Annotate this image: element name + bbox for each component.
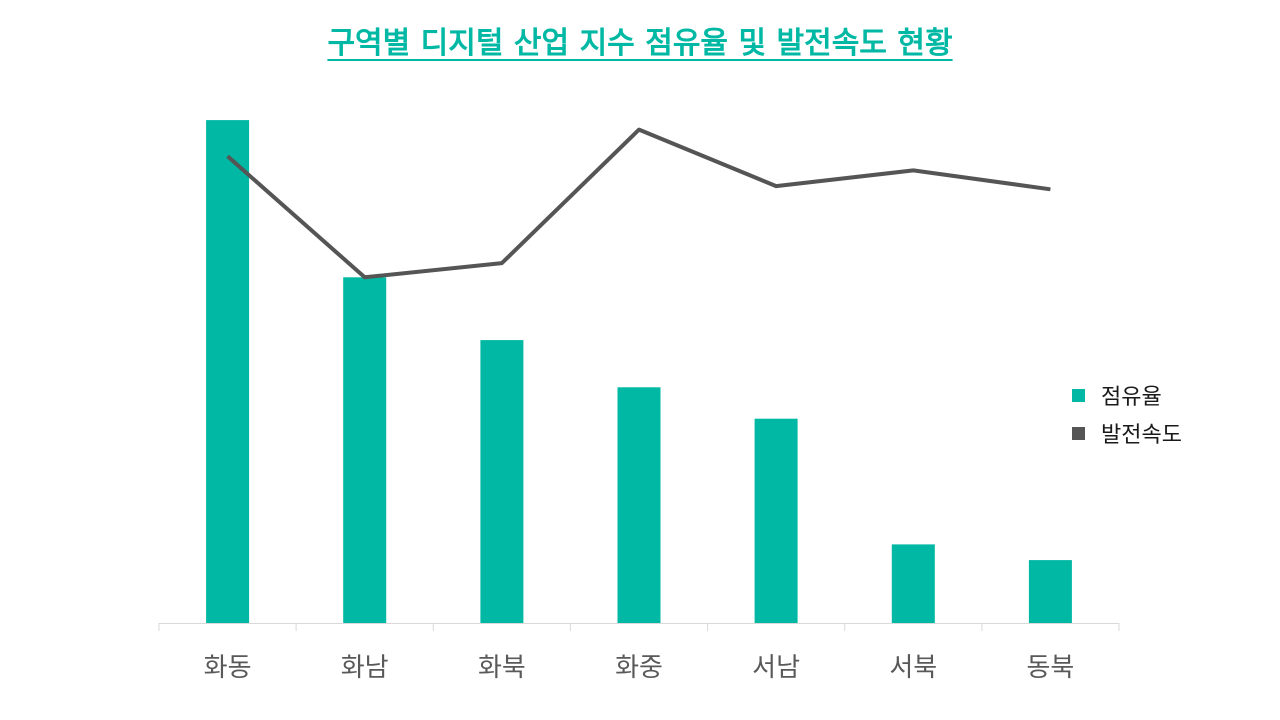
legend-swatch-speed [1072, 426, 1085, 440]
bar-화동 [206, 120, 250, 623]
x-tick-label: 화북 [478, 653, 526, 683]
x-tick-label: 동북 [1026, 653, 1074, 683]
bar-서북 [891, 544, 935, 623]
series-line-speed [226, 127, 1051, 280]
x-tick-label: 화남 [341, 653, 389, 683]
x-tick-label: 화동 [204, 653, 252, 683]
x-axis [158, 623, 1120, 631]
legend: 점유율 발전속도 [1072, 376, 1182, 452]
x-tick-label: 서남 [752, 653, 800, 683]
legend-item-share: 점유율 [1072, 376, 1182, 414]
bar-서남 [754, 418, 798, 623]
legend-label-speed: 발전속도 [1101, 423, 1182, 448]
bar-화남 [343, 277, 387, 623]
x-tick-labels: 화동 화남 화북 화중 서남 서북 동북 [204, 653, 1075, 683]
legend-item-speed: 발전속도 [1072, 414, 1182, 452]
bar-화북 [480, 340, 524, 623]
x-tick-label: 화중 [615, 653, 663, 683]
legend-swatch-share [1072, 388, 1085, 402]
bar-동북 [1028, 560, 1072, 623]
chart-title: 구역별 디지털 산업 지수 점유율 및 발전속도 현황 [327, 26, 953, 61]
bars-layer [206, 120, 1072, 623]
x-tick-label: 서북 [889, 653, 937, 683]
bar-화중 [617, 387, 661, 623]
line-layer [226, 127, 1051, 280]
legend-label-share: 점유율 [1101, 385, 1162, 410]
